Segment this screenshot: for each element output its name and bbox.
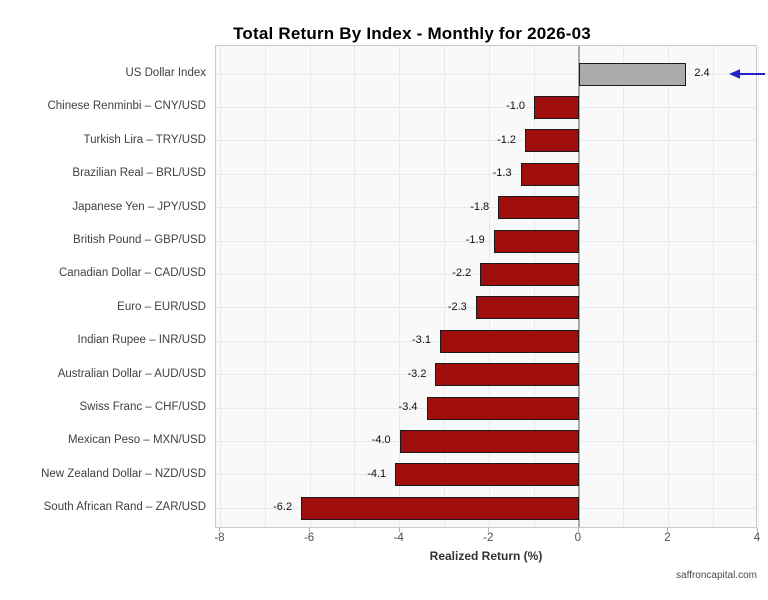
bar-value-label: -3.4 [398,401,418,413]
gridline-horizontal [216,173,756,175]
x-tick-label: 2 [664,532,671,544]
gridline-vertical [219,46,221,527]
x-axis-tick [309,528,311,532]
bar-indian-rupee-inr-usd [439,329,579,353]
gridline-vertical [264,46,266,527]
category-label-turkish-lira-try-usd: Turkish Lira – TRY/USD [83,133,207,146]
gridline-horizontal [216,73,756,75]
x-axis-tick [398,528,400,532]
bar-value-label: -2.3 [447,300,467,313]
bar-us-dollar-index [578,62,687,86]
category-label-south-african-rand-zar-usd: South African Rand – ZAR/USD [43,501,206,514]
plot-panel [215,45,759,528]
category-label-british-pound-gbp-usd: British Pound – GBP/USD [73,234,206,246]
category-label-japanese-yen-jpy-usd: Japanese Yen – JPY/USD [72,200,206,213]
gridline-vertical [488,46,490,527]
x-axis-tick [219,528,221,532]
bar-value-label: -3.1 [411,334,431,347]
bar-chinese-renminbi-cny-usd [534,95,579,119]
x-tick-label: 0 [574,532,582,544]
category-label-swiss-franc-chf-usd: Swiss Franc – CHF/USD [79,401,206,413]
category-label-new-zealand-dollar-nzd-usd: New Zealand Dollar – NZD/USD [41,467,206,480]
chart-title: Total Return By Index - Monthly for 2026… [233,24,591,43]
x-axis-tick [577,528,579,532]
category-label-us-dollar-index: US Dollar Index [125,67,206,79]
x-axis-tick [667,528,669,532]
category-label-mexican-peso-mxn-usd: Mexican Peso – MXN/USD [67,434,206,447]
gridline-horizontal [216,240,756,242]
category-label-brazilian-real-brl-usd: Brazilian Real – BRL/USD [72,167,206,180]
left-arrow-icon [729,67,766,79]
bar-value-label: 2.4 [694,67,710,79]
bar-value-label: -3.2 [407,367,427,380]
bar-value-label: -2.2 [452,267,472,280]
x-axis-title: Realized Return (%) [429,549,543,563]
x-axis-tick [757,528,758,532]
bar-euro-eur-usd [475,296,579,320]
bar-brazilian-real-brl-usd [520,162,579,186]
bar-value-label: -6.2 [273,501,293,514]
bar-australian-dollar-aud-usd [435,363,579,387]
bar-new-zealand-dollar-nzd-usd [395,463,579,487]
x-tick-label: -8 [214,532,225,544]
gridline-vertical [757,46,759,527]
gridline-horizontal [216,106,756,108]
category-label-australian-dollar-aud-usd: Australian Dollar – AUD/USD [57,367,206,380]
category-label-canadian-dollar-cad-usd: Canadian Dollar – CAD/USD [58,267,206,280]
bar-canadian-dollar-cad-usd [480,262,579,286]
bar-value-label: -4.1 [367,467,387,480]
bar-japanese-yen-jpy-usd [498,196,579,220]
x-tick-label: 4 [753,532,761,544]
bar-value-label: -1.2 [497,133,517,146]
bar-mexican-peso-mxn-usd [399,429,579,453]
zero-axis-line [577,46,580,527]
category-label-indian-rupee-inr-usd: Indian Rupee – INR/USD [77,334,206,347]
category-label-euro-eur-usd: Euro – EUR/USD [117,300,206,313]
bar-british-pound-gbp-usd [493,229,579,253]
x-tick-label: -6 [303,532,315,544]
bar-value-label: -4.0 [371,434,391,447]
gridline-vertical [667,46,669,527]
gridline-vertical [309,46,311,527]
bar-turkish-lira-try-usd [525,129,579,153]
watermark: saffroncapital.com [676,570,757,581]
gridline-vertical [533,46,535,527]
x-axis-tick [488,528,490,532]
gridline-vertical [399,46,401,527]
bar-value-label: -1.3 [492,167,512,180]
gridline-horizontal [216,207,756,209]
bar-south-african-rand-zar-usd [301,496,579,520]
bar-value-label: -1.0 [506,100,526,113]
x-tick-label: -4 [393,532,404,544]
bar-value-label: -1.9 [465,234,485,246]
bar-value-label: -1.8 [470,200,490,213]
gridline-vertical [623,46,625,527]
bar-swiss-franc-chf-usd [426,396,579,420]
gridline-vertical [712,46,714,527]
x-tick-label: -2 [483,532,494,544]
gridline-horizontal [216,140,756,142]
category-label-chinese-renminbi-cny-usd: Chinese Renminbi – CNY/USD [47,100,206,113]
gridline-vertical [354,46,356,527]
gridline-vertical [443,46,445,527]
